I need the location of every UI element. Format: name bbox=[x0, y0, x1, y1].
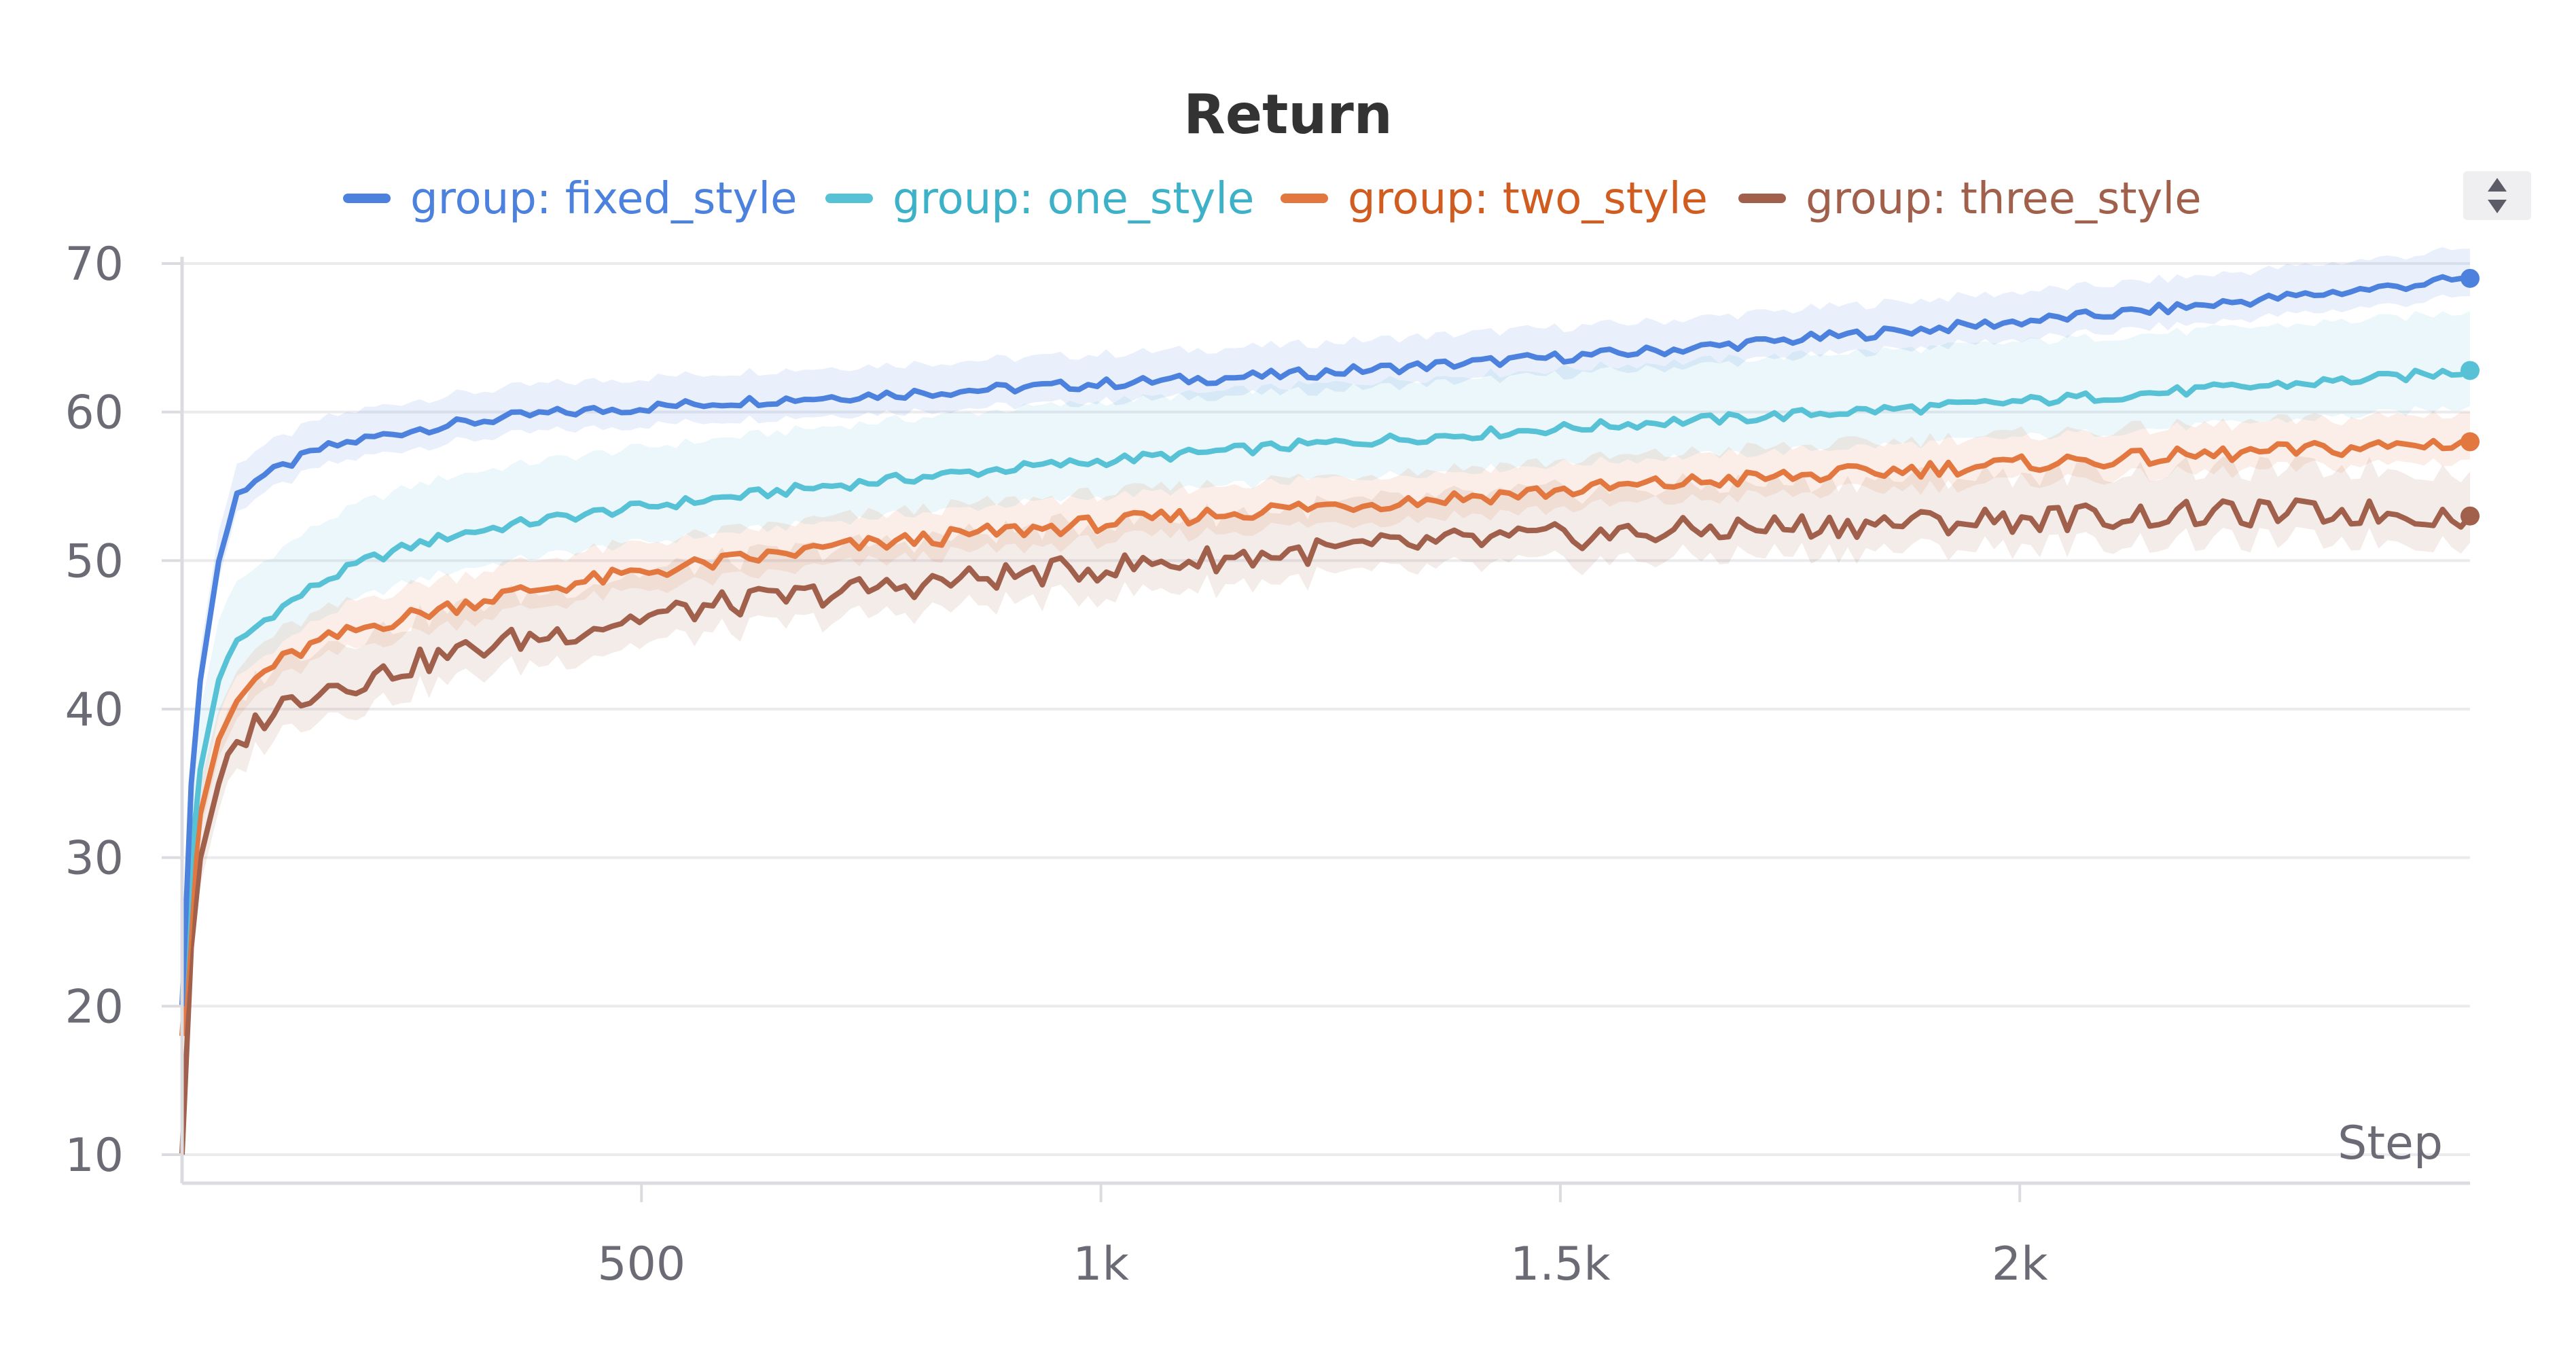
line-two-style bbox=[179, 437, 2471, 1036]
endpoint-one-style bbox=[2461, 361, 2480, 380]
legend-item-three-style[interactable]: group: three_style bbox=[1738, 174, 2202, 224]
chevron-up-icon[interactable] bbox=[2488, 178, 2507, 192]
x-axis-title: Step bbox=[2338, 1117, 2443, 1170]
legend-label-two-style: group: two_style bbox=[1348, 174, 1708, 224]
endpoint-fixed-style bbox=[2461, 268, 2480, 288]
line-fixed-style bbox=[179, 274, 2471, 1007]
x-tick-label-500: 500 bbox=[597, 1238, 685, 1291]
legend-item-fixed-style[interactable]: group: fixed_style bbox=[343, 174, 797, 224]
chart-title: Return bbox=[1183, 83, 1392, 146]
line-three-style bbox=[179, 497, 2473, 1155]
y-tick-label-10: 10 bbox=[65, 1129, 124, 1183]
y-tick-label-70: 70 bbox=[65, 238, 124, 291]
x-tick-label-2k: 2k bbox=[1992, 1238, 2048, 1291]
tick-labels: 10 20 30 40 50 60 70 500 1k 1.5k 2k bbox=[65, 238, 2048, 1291]
legend-label-three-style: group: three_style bbox=[1806, 174, 2202, 224]
legend-label-fixed-style: group: fixed_style bbox=[410, 174, 797, 224]
series-bands bbox=[182, 247, 2470, 1182]
chevron-down-icon[interactable] bbox=[2488, 200, 2507, 213]
y-tick-label-30: 30 bbox=[65, 832, 124, 886]
band-one-style bbox=[182, 310, 2470, 1042]
band-two-style bbox=[182, 411, 2470, 1054]
line-one-style bbox=[179, 367, 2471, 1007]
band-three-style bbox=[182, 455, 2470, 1182]
y-tick-label-40: 40 bbox=[65, 683, 124, 737]
series-lines bbox=[179, 268, 2480, 1155]
x-tick-label-1k: 1k bbox=[1073, 1238, 1129, 1291]
legend-scroll-control[interactable] bbox=[2463, 171, 2531, 220]
endpoint-three-style bbox=[2461, 506, 2480, 526]
grid-lines bbox=[182, 262, 2470, 1156]
x-tick-label-1.5k: 1.5k bbox=[1510, 1238, 1611, 1291]
y-tick-label-20: 20 bbox=[65, 980, 124, 1034]
legend: group: fixed_style group: one_style grou… bbox=[343, 174, 2202, 224]
legend-item-one-style[interactable]: group: one_style bbox=[825, 174, 1254, 224]
y-tick-label-50: 50 bbox=[65, 535, 124, 588]
endpoint-two-style bbox=[2461, 432, 2480, 452]
legend-item-two-style[interactable]: group: two_style bbox=[1281, 174, 1708, 224]
axes bbox=[162, 257, 2470, 1202]
y-tick-label-60: 60 bbox=[65, 386, 124, 440]
legend-label-one-style: group: one_style bbox=[893, 174, 1254, 224]
